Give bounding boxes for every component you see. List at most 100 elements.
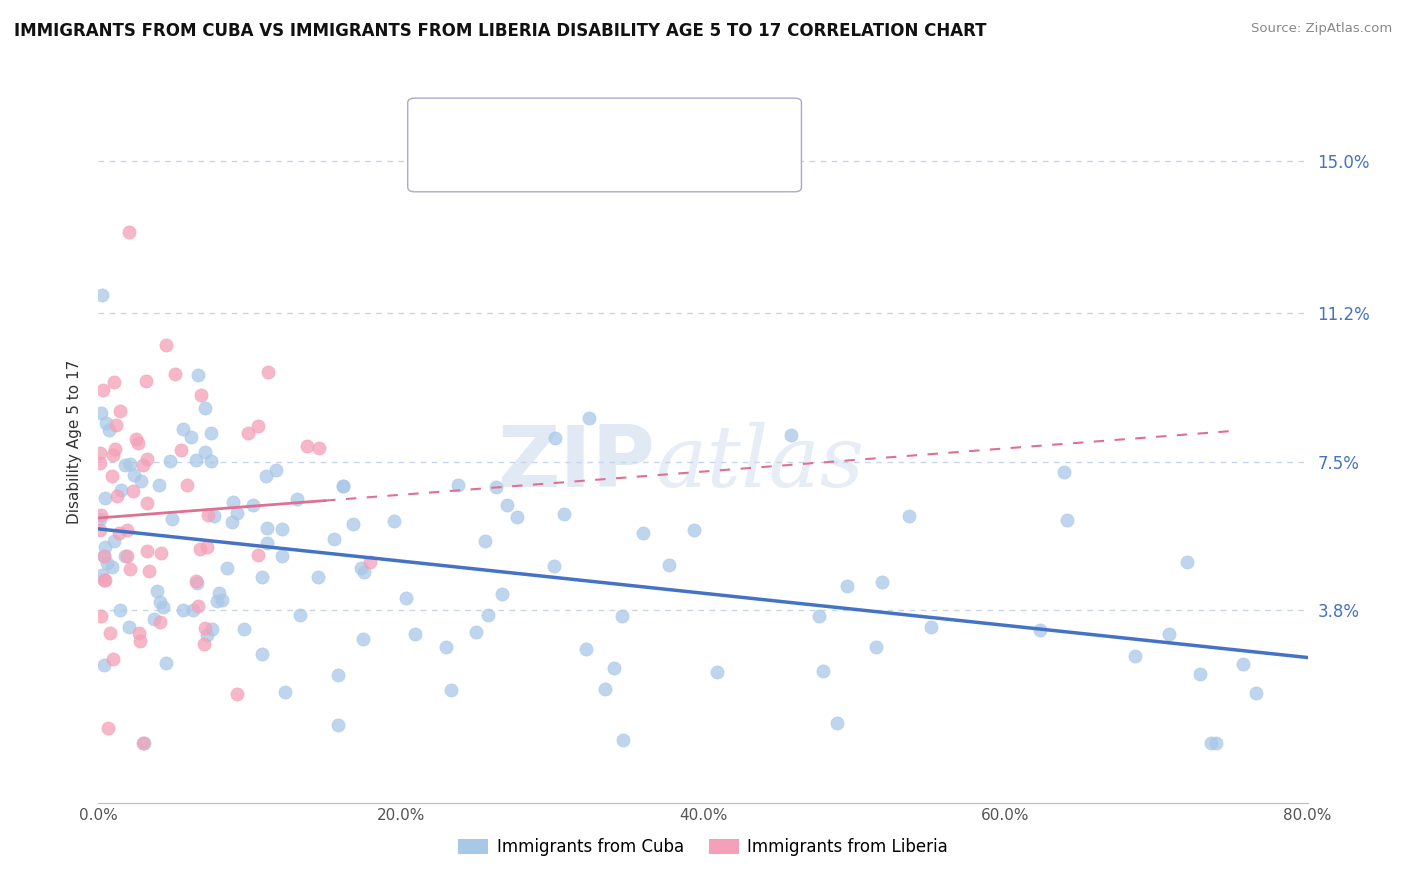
Point bbox=[104, 442, 127, 456]
Point bbox=[631, 525, 654, 540]
Point bbox=[103, 376, 125, 390]
Point bbox=[578, 411, 600, 425]
Point bbox=[89, 523, 111, 537]
Point bbox=[1157, 626, 1180, 640]
Point bbox=[135, 374, 157, 388]
Point bbox=[89, 456, 111, 470]
Point bbox=[242, 498, 264, 512]
Point bbox=[108, 403, 131, 417]
Point bbox=[90, 609, 112, 624]
Point bbox=[93, 573, 115, 587]
Point bbox=[250, 570, 273, 584]
Text: 120: 120 bbox=[664, 117, 700, 135]
Point bbox=[465, 625, 488, 640]
Bar bbox=[433, 152, 458, 177]
Point bbox=[110, 603, 132, 617]
Point bbox=[1199, 735, 1222, 749]
Point bbox=[101, 560, 124, 574]
Point bbox=[121, 483, 143, 498]
Point bbox=[180, 430, 202, 444]
Point bbox=[132, 735, 155, 749]
Text: N =: N = bbox=[612, 117, 647, 135]
Point bbox=[270, 522, 292, 536]
Point bbox=[162, 512, 184, 526]
Point bbox=[920, 620, 942, 634]
Point bbox=[447, 478, 470, 492]
Point bbox=[202, 509, 225, 524]
Point bbox=[90, 406, 112, 420]
Point bbox=[683, 523, 706, 537]
Point bbox=[93, 549, 115, 564]
Point bbox=[254, 469, 277, 483]
Point bbox=[138, 564, 160, 578]
Point bbox=[211, 593, 233, 607]
Point bbox=[543, 558, 565, 573]
Point bbox=[184, 453, 207, 467]
Point bbox=[200, 426, 222, 441]
Point bbox=[813, 665, 835, 679]
Point bbox=[118, 620, 141, 634]
Point bbox=[114, 549, 136, 564]
Point bbox=[163, 367, 186, 381]
Point bbox=[236, 425, 259, 440]
Point bbox=[360, 555, 382, 569]
Point bbox=[1056, 513, 1078, 527]
Point bbox=[610, 609, 633, 624]
Point bbox=[404, 627, 426, 641]
Point bbox=[94, 416, 117, 430]
Point bbox=[187, 368, 209, 383]
Point bbox=[115, 549, 138, 564]
Point bbox=[544, 431, 567, 445]
Point bbox=[865, 640, 887, 655]
Text: N =: N = bbox=[612, 155, 647, 173]
Point bbox=[110, 483, 132, 498]
Point bbox=[394, 591, 416, 606]
Point bbox=[1053, 466, 1076, 480]
Point bbox=[135, 543, 157, 558]
Point bbox=[870, 574, 893, 589]
Point bbox=[225, 687, 247, 701]
Point bbox=[225, 506, 247, 520]
Point bbox=[474, 533, 496, 548]
Point bbox=[506, 509, 529, 524]
Point bbox=[256, 536, 278, 550]
Point bbox=[89, 446, 111, 460]
Point bbox=[186, 576, 208, 591]
Text: R =: R = bbox=[472, 155, 506, 173]
Text: 58: 58 bbox=[664, 155, 688, 173]
Point bbox=[326, 668, 349, 682]
Point bbox=[308, 441, 330, 455]
Point bbox=[188, 542, 211, 557]
Point bbox=[90, 508, 112, 523]
Point bbox=[603, 661, 626, 675]
Point bbox=[194, 401, 217, 415]
Text: Source: ZipAtlas.com: Source: ZipAtlas.com bbox=[1251, 22, 1392, 36]
Point bbox=[780, 428, 803, 442]
Point bbox=[233, 622, 256, 636]
Point bbox=[98, 625, 121, 640]
Point bbox=[184, 574, 207, 588]
Point bbox=[114, 458, 136, 472]
Point bbox=[593, 681, 616, 696]
Point bbox=[159, 453, 181, 467]
Point bbox=[129, 474, 152, 488]
Point bbox=[221, 515, 243, 529]
Point bbox=[1189, 667, 1212, 681]
Point bbox=[252, 647, 274, 661]
Point bbox=[326, 717, 349, 731]
Point bbox=[193, 637, 215, 651]
Point bbox=[382, 514, 405, 528]
Point bbox=[115, 524, 138, 538]
Point bbox=[91, 384, 114, 398]
Point bbox=[256, 365, 278, 379]
Point bbox=[612, 733, 634, 747]
Point bbox=[190, 388, 212, 402]
Point bbox=[136, 496, 159, 510]
Point bbox=[352, 632, 374, 646]
Point bbox=[128, 634, 150, 648]
Point bbox=[222, 495, 245, 509]
Point bbox=[208, 586, 231, 600]
Point bbox=[332, 479, 354, 493]
Text: -0.033: -0.033 bbox=[524, 155, 589, 173]
Point bbox=[101, 468, 124, 483]
